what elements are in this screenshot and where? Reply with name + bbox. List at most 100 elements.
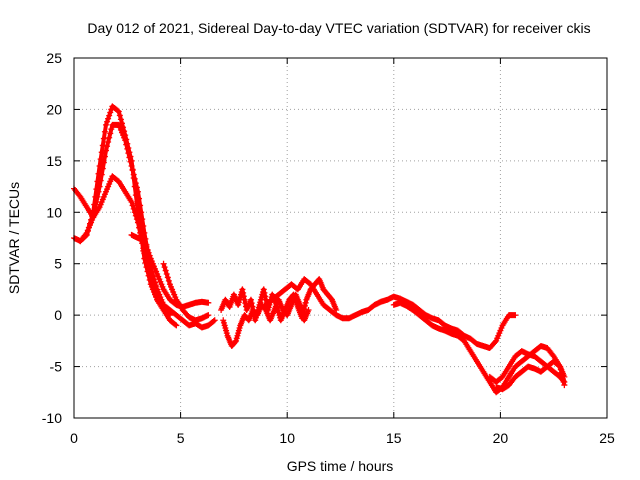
data-point — [512, 312, 519, 319]
data-point — [138, 209, 145, 216]
data-point — [173, 322, 180, 329]
data-point — [134, 188, 141, 195]
series-track-9 — [390, 299, 568, 396]
data-point — [125, 150, 132, 157]
data-point — [149, 272, 156, 279]
data-point — [90, 214, 97, 221]
x-tick-label: 15 — [386, 430, 402, 446]
x-tick-label: 20 — [493, 430, 509, 446]
data-point — [260, 286, 267, 293]
data-point — [128, 163, 135, 169]
data-point — [132, 180, 139, 187]
data-point — [152, 279, 159, 286]
data-point — [136, 195, 143, 202]
series-track-7 — [220, 291, 312, 349]
data-point — [133, 184, 140, 191]
data-point — [146, 252, 153, 259]
data-point — [139, 216, 146, 223]
data-point — [133, 216, 140, 223]
data-point — [99, 142, 106, 149]
data-point — [492, 339, 499, 346]
y-tick-label: 0 — [54, 307, 62, 323]
data-point — [164, 274, 171, 281]
data-point — [210, 318, 217, 325]
data-point — [99, 165, 106, 172]
data-point — [240, 293, 247, 300]
data-point — [145, 249, 152, 256]
data-point — [98, 171, 105, 178]
y-tick-label: 15 — [46, 153, 62, 169]
data-point — [93, 199, 100, 205]
data-point — [134, 219, 141, 226]
x-tick-label: 10 — [279, 430, 295, 446]
data-point — [130, 205, 137, 212]
data-point — [131, 175, 138, 182]
x-axis-title: GPS time / hours — [287, 458, 394, 474]
data-point — [301, 302, 308, 309]
data-point — [205, 312, 212, 319]
data-point — [153, 283, 160, 289]
data-point — [130, 171, 137, 178]
data-point — [144, 246, 151, 253]
data-point — [100, 159, 107, 166]
data-point — [559, 372, 566, 379]
data-point — [140, 223, 147, 229]
x-tick-label: 0 — [70, 430, 78, 446]
y-tick-label: 25 — [46, 50, 62, 66]
data-point — [172, 321, 179, 328]
data-point — [248, 300, 255, 307]
data-point — [239, 286, 246, 293]
data-point — [102, 121, 109, 128]
axis-labels: 0 5 10 15 20 25 -10 -5 0 5 10 15 20 25 — [42, 50, 615, 446]
data-point — [132, 212, 139, 219]
data-point — [101, 153, 108, 160]
data-point — [105, 115, 112, 122]
data-point — [104, 118, 111, 125]
series-track-11 — [493, 358, 568, 393]
data-point — [205, 299, 212, 306]
data-point — [160, 260, 167, 267]
data-point — [141, 229, 148, 236]
data-point — [211, 317, 218, 324]
data-point — [561, 382, 568, 389]
y-tick-label: 10 — [46, 204, 62, 220]
data-point — [142, 241, 149, 247]
data-point — [122, 137, 129, 144]
data-point — [96, 183, 103, 190]
data-point — [556, 362, 563, 369]
y-tick-label: 5 — [54, 256, 62, 272]
x-tick-label: 25 — [599, 430, 615, 446]
data-point — [114, 107, 121, 114]
axis-ticks — [73, 57, 608, 419]
chart-title: Day 012 of 2021, Sidereal Day-to-day VTE… — [87, 20, 590, 36]
data-point — [94, 193, 101, 200]
data-point — [261, 289, 268, 296]
data-point — [557, 363, 564, 370]
y-tick-label: -5 — [50, 359, 63, 375]
data-point — [137, 202, 144, 209]
data-point — [136, 224, 143, 231]
data-point — [126, 154, 133, 161]
data-point — [302, 299, 309, 306]
data-point — [102, 147, 109, 154]
data-point — [241, 296, 248, 303]
data-point — [165, 277, 172, 284]
data-point — [97, 177, 104, 184]
series-track-5 — [160, 260, 212, 324]
data-point — [558, 369, 565, 376]
data-point — [127, 158, 134, 165]
data-point — [104, 143, 111, 150]
data-point — [92, 204, 99, 211]
data-point — [129, 167, 136, 174]
data-point — [143, 243, 150, 250]
data-point — [108, 126, 115, 133]
data-point — [95, 188, 102, 195]
data-point — [560, 379, 567, 385]
data-point — [129, 202, 136, 209]
data-point — [117, 116, 124, 123]
data-point — [305, 307, 312, 313]
series-track-8 — [262, 276, 519, 352]
data-point — [131, 209, 138, 216]
